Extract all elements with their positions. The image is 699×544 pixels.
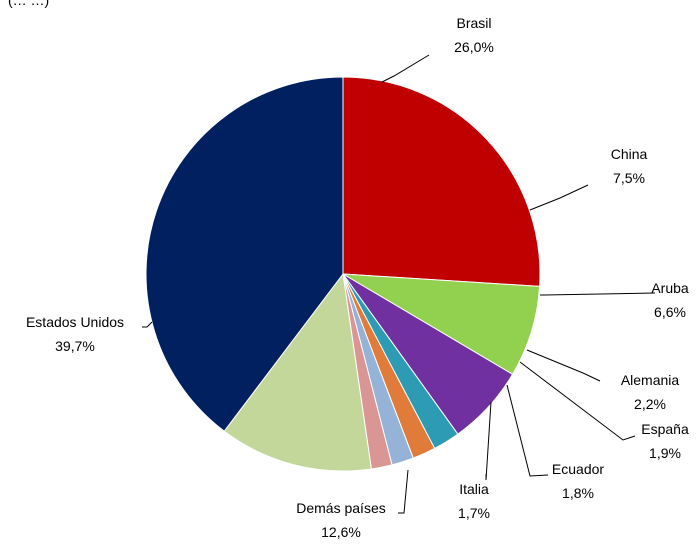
leader-line-espana <box>519 361 636 441</box>
leader-line-brasil <box>381 54 430 83</box>
slice-label-alemania: Alemania <box>621 372 680 388</box>
slice-value-estados-unidos: 39,7% <box>55 338 95 354</box>
leader-lines <box>142 54 656 514</box>
leader-line-aruba <box>540 292 656 296</box>
leader-line-italia <box>485 401 492 481</box>
slice-label-italia: Italia <box>459 481 489 497</box>
slice-estados-unidos <box>145 76 344 432</box>
pie-slices <box>145 76 541 472</box>
leader-line-ecuador <box>506 384 549 477</box>
slice-label-demas-paises: Demás países <box>296 500 385 516</box>
slice-value-demas-paises: 12,6% <box>321 524 361 540</box>
slice-label-ecuador: Ecuador <box>552 461 604 477</box>
leader-line-china <box>529 184 589 211</box>
slice-value-espana: 1,9% <box>649 445 681 461</box>
slice-label-espana: España <box>641 421 689 437</box>
leader-line-alemania <box>526 349 601 382</box>
slice-demas-paises <box>223 272 372 472</box>
slice-value-aruba: 6,6% <box>654 304 686 320</box>
leader-line-demas-paises <box>398 469 409 514</box>
slice-value-brasil: 26,0% <box>454 39 494 55</box>
slice-label-brasil: Brasil <box>456 15 491 31</box>
leader-line-estados-unidos <box>142 321 153 328</box>
slice-value-alemania: 2,2% <box>634 396 666 412</box>
clipped-title: (… …) <box>8 0 49 8</box>
slice-value-ecuador: 1,8% <box>562 485 594 501</box>
slice-value-italia: 1,7% <box>458 505 490 521</box>
slice-labels: Brasil 26,0% China 7,5% Aruba 6,6% Alemania 2,2… <box>26 15 689 540</box>
slice-brasil <box>342 76 541 287</box>
slice-value-china: 7,5% <box>613 170 645 186</box>
slice-label-china: China <box>611 146 648 162</box>
slice-label-estados-unidos: Estados Unidos <box>26 314 124 330</box>
slice-label-aruba: Aruba <box>651 280 689 296</box>
